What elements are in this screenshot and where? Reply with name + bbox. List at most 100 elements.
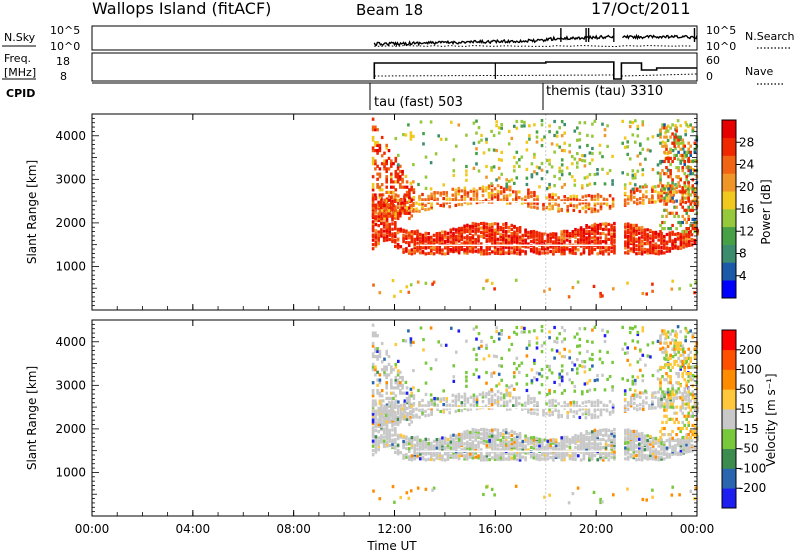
velocity-cell — [376, 389, 379, 393]
velocity-cell — [592, 490, 596, 494]
power-cell — [397, 203, 400, 207]
velocity-cell — [665, 420, 668, 424]
power-cell — [648, 200, 651, 204]
power-cell — [565, 234, 569, 238]
velocity-cell — [527, 451, 530, 455]
velocity-cell — [524, 458, 527, 462]
velocity-cell — [552, 452, 555, 456]
velocity-cell — [681, 349, 685, 353]
power-cell — [640, 249, 644, 253]
power-cell — [394, 221, 397, 225]
velocity-cell — [613, 446, 616, 450]
velocity-cell — [558, 372, 561, 376]
velocity-cell — [455, 444, 458, 448]
velocity-cell — [665, 446, 669, 450]
velocity-cell — [638, 442, 641, 446]
velocity-cell — [374, 421, 378, 425]
velocity-cell — [673, 362, 676, 366]
power-cell — [394, 175, 398, 179]
velocity-cell — [691, 384, 695, 388]
power-cell — [606, 144, 609, 148]
velocity-cell — [376, 383, 379, 387]
velocity-cell — [424, 487, 428, 491]
power-cell — [582, 233, 586, 237]
velocity-cell — [563, 446, 566, 450]
power-cell — [558, 177, 561, 181]
power-cell — [639, 162, 642, 166]
power-cell — [560, 246, 563, 250]
velocity-cell — [535, 457, 538, 461]
velocity-cell — [629, 395, 633, 399]
velocity-cell — [568, 442, 572, 446]
velocity-cell — [378, 373, 382, 377]
power-cell — [613, 225, 616, 229]
power-cell — [624, 246, 627, 250]
power-cell — [681, 153, 684, 157]
power-cell — [683, 144, 686, 148]
velocity-cell — [518, 447, 522, 451]
power-cell — [524, 233, 527, 238]
velocity-cell — [424, 452, 428, 456]
velocity-cell — [551, 410, 554, 414]
power-cell — [649, 249, 652, 253]
power-cell — [679, 245, 683, 249]
velocity-cell — [599, 497, 602, 502]
power-cell — [530, 175, 534, 179]
power-cell — [587, 202, 591, 206]
power-cell — [577, 240, 580, 244]
velocity-cell — [663, 445, 666, 449]
velocity-cell — [666, 344, 670, 349]
velocity-cell — [374, 349, 377, 353]
power-cell — [659, 178, 662, 182]
velocity-cell — [518, 456, 522, 460]
power-cell — [475, 131, 478, 135]
velocity-cell — [374, 373, 377, 377]
power-cell — [390, 206, 393, 210]
power-cell — [687, 159, 690, 164]
velocity-cell — [524, 437, 527, 442]
power-cell — [685, 237, 688, 241]
power-cell — [446, 231, 450, 235]
power-cell — [555, 130, 559, 134]
power-cell — [590, 251, 594, 255]
velocity-cell — [493, 454, 497, 458]
velocity-cell — [441, 454, 444, 458]
velocity-cell — [371, 439, 375, 443]
power-cell — [687, 236, 691, 240]
power-cell — [371, 223, 375, 227]
power-cell — [516, 232, 519, 236]
power-cell — [639, 142, 642, 146]
power-cell — [427, 239, 430, 243]
velocity-cell — [477, 456, 480, 460]
power-cell — [378, 291, 382, 295]
velocity-cell — [541, 453, 544, 457]
velocity-cell — [681, 344, 684, 348]
velocity-cell — [683, 390, 686, 394]
velocity-cell — [548, 413, 551, 417]
velocity-cell — [661, 346, 665, 350]
velocity-cell — [392, 386, 395, 390]
power-cell — [552, 232, 555, 236]
velocity-cell — [424, 361, 428, 365]
velocity-cell — [604, 448, 608, 452]
power-cell — [384, 204, 388, 208]
velocity-cell — [693, 429, 697, 434]
velocity-cell — [371, 409, 375, 414]
power-cell — [568, 234, 572, 238]
velocity-cell — [466, 433, 469, 437]
velocity-cell — [611, 385, 614, 389]
velocity-cell — [691, 390, 695, 394]
power-cell — [679, 178, 682, 182]
velocity-cell — [524, 439, 527, 444]
power-cell — [643, 232, 647, 236]
velocity-cell — [586, 339, 589, 343]
velocity-cell — [457, 438, 461, 442]
power-cell — [371, 220, 375, 224]
power-cell — [663, 150, 666, 154]
velocity-cell — [515, 403, 518, 407]
power-cell — [588, 252, 591, 256]
velocity-cell — [529, 454, 533, 458]
velocity-cell — [533, 411, 536, 415]
velocity-cell — [378, 407, 382, 411]
velocity-cell — [687, 362, 690, 366]
